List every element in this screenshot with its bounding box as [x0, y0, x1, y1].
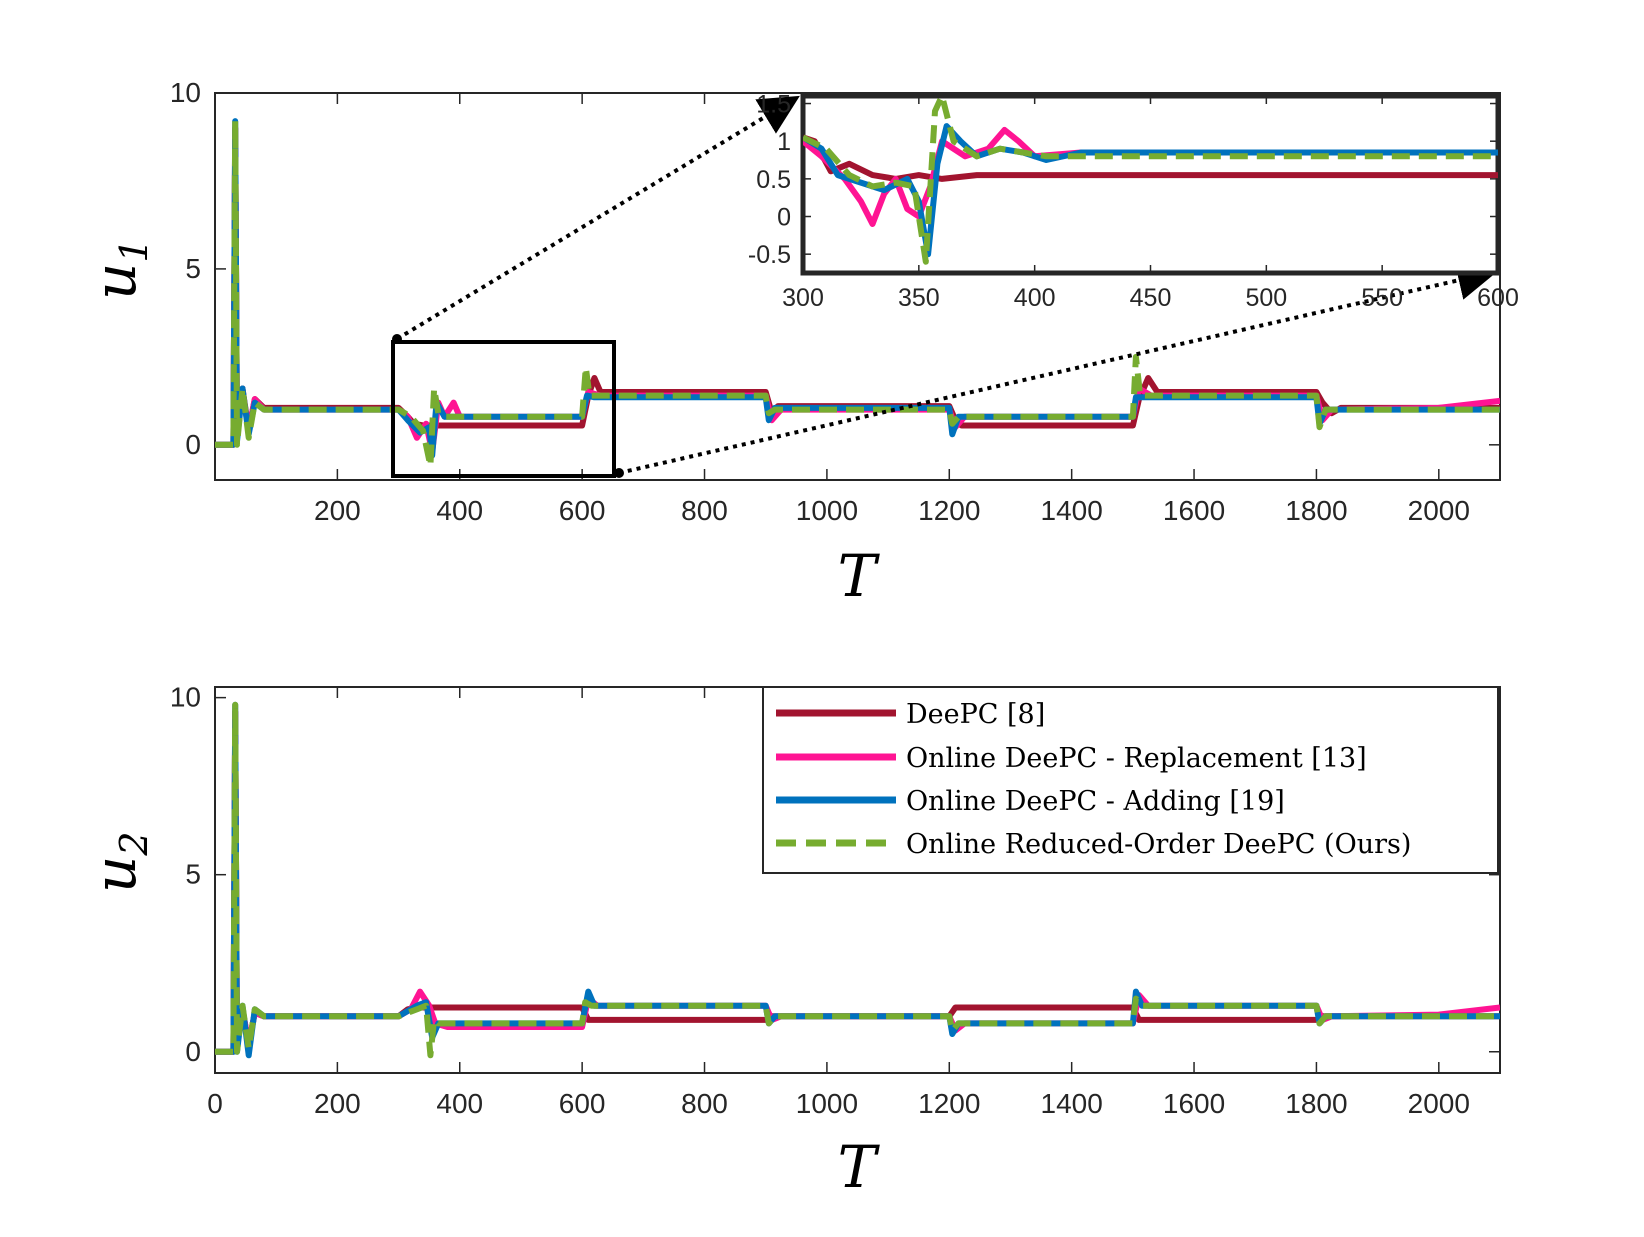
xtick-label-u2-4: 800 — [681, 1088, 728, 1119]
xtick-label-u2-9: 1800 — [1285, 1088, 1347, 1119]
series-lines-u2 — [215, 701, 1500, 1059]
xtick-label-u1_inset-0: 300 — [782, 284, 824, 312]
ytick-label-u2-2: 10 — [170, 682, 201, 713]
xtick-label-u2-2: 400 — [436, 1088, 483, 1119]
xtick-label-u2-7: 1400 — [1041, 1088, 1103, 1119]
xtick-label-u2-0: 0 — [207, 1088, 223, 1119]
xlabel-u1: T — [838, 542, 881, 610]
legend-label-replacement: Online DeePC - Replacement [13] — [906, 743, 1367, 774]
ytick-label-u1_inset-4: 1.5 — [756, 91, 791, 119]
series-line-u2-3 — [215, 701, 1500, 1059]
xtick-label-u1-1: 400 — [436, 495, 483, 526]
legend-label-adding: Online DeePC - Adding [19] — [906, 786, 1285, 817]
xtick-label-u1-9: 2000 — [1408, 495, 1470, 526]
ytick-label-u1-0: 0 — [185, 429, 201, 460]
xtick-label-u1-7: 1600 — [1163, 495, 1225, 526]
legend-label-deepc: DeePC [8] — [906, 699, 1045, 730]
xtick-label-u1-2: 600 — [559, 495, 606, 526]
xtick-label-u1-4: 1000 — [796, 495, 858, 526]
xtick-label-u1-8: 1800 — [1285, 495, 1347, 526]
series-line-u1-3 — [215, 118, 1500, 469]
ytick-label-u1_inset-2: 0.5 — [756, 166, 791, 194]
xtick-label-u2-1: 200 — [314, 1088, 361, 1119]
xtick-label-u2-3: 600 — [559, 1088, 606, 1119]
series-lines-u1 — [215, 118, 1500, 469]
ytick-label-u2-1: 5 — [185, 859, 201, 890]
xtick-label-u2-10: 2000 — [1408, 1088, 1470, 1119]
xtick-label-u1_inset-1: 350 — [898, 284, 940, 312]
zoom-region-box — [391, 340, 616, 478]
xtick-label-u1-0: 200 — [314, 495, 361, 526]
ytick-label-u1_inset-3: 1 — [777, 128, 791, 156]
xtick-label-u2-8: 1600 — [1163, 1088, 1225, 1119]
xtick-label-u1_inset-5: 550 — [1361, 284, 1403, 312]
ytick-label-u1_inset-0: -0.5 — [748, 241, 791, 269]
ylabel-u2-sub: 2 — [112, 831, 156, 856]
legend-label-reduced-order: Online Reduced-Order DeePC (Ours) — [906, 829, 1411, 860]
panel-u1-inset: 300 350 400 450 500 550 600 -0.5 0 0.5 1 1.5 — [748, 91, 1519, 312]
series-line-u1_inset-3 — [803, 93, 1498, 265]
ylabel-u1: u1 — [81, 238, 156, 300]
ylabel-u1-sub: 1 — [112, 238, 156, 262]
xtick-label-u1_inset-2: 400 — [1014, 284, 1056, 312]
xtick-label-u1-3: 800 — [681, 495, 728, 526]
xtick-label-u2-5: 1000 — [796, 1088, 858, 1119]
ticks-u2: 0 200 400 600 800 1000 1200 1400 1600 1800 2000 0 5 1… — [170, 682, 1500, 1119]
xtick-label-u1_inset-4: 500 — [1245, 284, 1287, 312]
ylabel-u1-main: u — [81, 263, 149, 300]
xlabel-u2: T — [838, 1133, 881, 1201]
axes-box-inset — [800, 93, 1501, 276]
ytick-label-u1-1: 5 — [185, 253, 201, 284]
ytick-label-u1-2: 10 — [170, 77, 201, 108]
ytick-label-u1_inset-1: 0 — [777, 204, 791, 232]
zoom-annotation — [391, 95, 1498, 478]
ylabel-u2: u2 — [81, 831, 156, 893]
xtick-label-u1_inset-6: 600 — [1477, 284, 1519, 312]
xtick-label-u1-5: 1200 — [918, 495, 980, 526]
xtick-label-u1_inset-3: 450 — [1130, 284, 1172, 312]
series-line-u1_inset-1 — [803, 126, 1498, 227]
xtick-label-u2-6: 1200 — [918, 1088, 980, 1119]
legend: DeePC [8] Online DeePC - Replacement [13… — [762, 686, 1499, 874]
panel-u2: 0 200 400 600 800 1000 1200 1400 1600 1800 2000 0 5 1… — [81, 682, 1501, 1201]
xtick-label-u1-6: 1400 — [1041, 495, 1103, 526]
ytick-label-u2-0: 0 — [185, 1036, 201, 1067]
ylabel-u2-main: u — [81, 856, 149, 893]
series-lines-inset — [803, 93, 1498, 265]
